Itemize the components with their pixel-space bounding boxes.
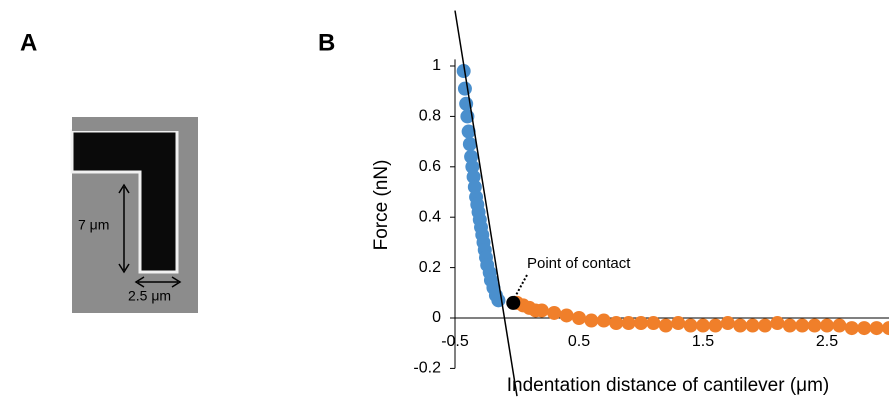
data-point bbox=[782, 318, 797, 333]
x-tick-label: 0.5 bbox=[568, 333, 590, 350]
x-tick-label: -0.5 bbox=[441, 333, 469, 350]
y-tick-label: 0.8 bbox=[419, 108, 441, 125]
data-point bbox=[708, 318, 723, 333]
fit-line bbox=[454, 10, 518, 397]
data-point bbox=[491, 293, 506, 308]
panel-label: B bbox=[318, 29, 335, 56]
data-point bbox=[671, 316, 686, 331]
y-tick-label: 0 bbox=[432, 309, 441, 326]
data-point bbox=[596, 313, 611, 328]
data-point bbox=[572, 311, 586, 325]
data-point bbox=[795, 318, 810, 333]
data-point bbox=[559, 308, 574, 323]
data-point bbox=[609, 316, 624, 331]
y-tick-label: 0.2 bbox=[419, 259, 441, 276]
y-tick-label: 0.4 bbox=[419, 208, 441, 225]
data-point bbox=[758, 318, 772, 333]
data-point bbox=[456, 64, 471, 79]
data-point bbox=[857, 321, 872, 336]
x-tick-label: 2.5 bbox=[816, 333, 838, 350]
data-point bbox=[745, 318, 760, 333]
data-point bbox=[634, 316, 648, 331]
data-point bbox=[720, 316, 735, 331]
annotation: Point of contact bbox=[527, 255, 631, 272]
y-axis-title: Force (nN) bbox=[371, 160, 392, 251]
data-point bbox=[506, 295, 521, 310]
x-tick-label: 1.5 bbox=[692, 333, 714, 350]
y-tick-label: 1 bbox=[432, 57, 441, 74]
data-point bbox=[683, 318, 698, 333]
annotation-leader bbox=[514, 274, 528, 298]
scale-label: 2.5 μm bbox=[128, 288, 171, 304]
data-point bbox=[547, 305, 562, 320]
y-tick-label: -0.2 bbox=[413, 360, 441, 377]
y-tick-label: 0.6 bbox=[419, 158, 441, 175]
x-axis-title: Indentation distance of cantilever (μm) bbox=[507, 375, 830, 396]
data-point bbox=[882, 321, 889, 336]
data-point bbox=[462, 137, 477, 152]
data-point bbox=[820, 318, 834, 333]
data-point bbox=[770, 316, 785, 331]
data-point bbox=[869, 321, 884, 336]
panel-label: A bbox=[20, 29, 37, 56]
data-point bbox=[646, 316, 661, 331]
data-point bbox=[733, 318, 748, 333]
data-point bbox=[844, 321, 859, 336]
data-point bbox=[457, 81, 472, 96]
micrograph: 7 μm 2.5 μm bbox=[70, 117, 198, 313]
data-point bbox=[584, 313, 599, 328]
data-point bbox=[658, 318, 673, 333]
data-point bbox=[461, 124, 476, 139]
data-point bbox=[696, 318, 710, 333]
data-point bbox=[832, 318, 847, 333]
scale-label: 7 μm bbox=[78, 217, 109, 233]
data-point bbox=[621, 316, 636, 331]
data-point bbox=[807, 318, 822, 333]
data-point bbox=[534, 303, 549, 318]
